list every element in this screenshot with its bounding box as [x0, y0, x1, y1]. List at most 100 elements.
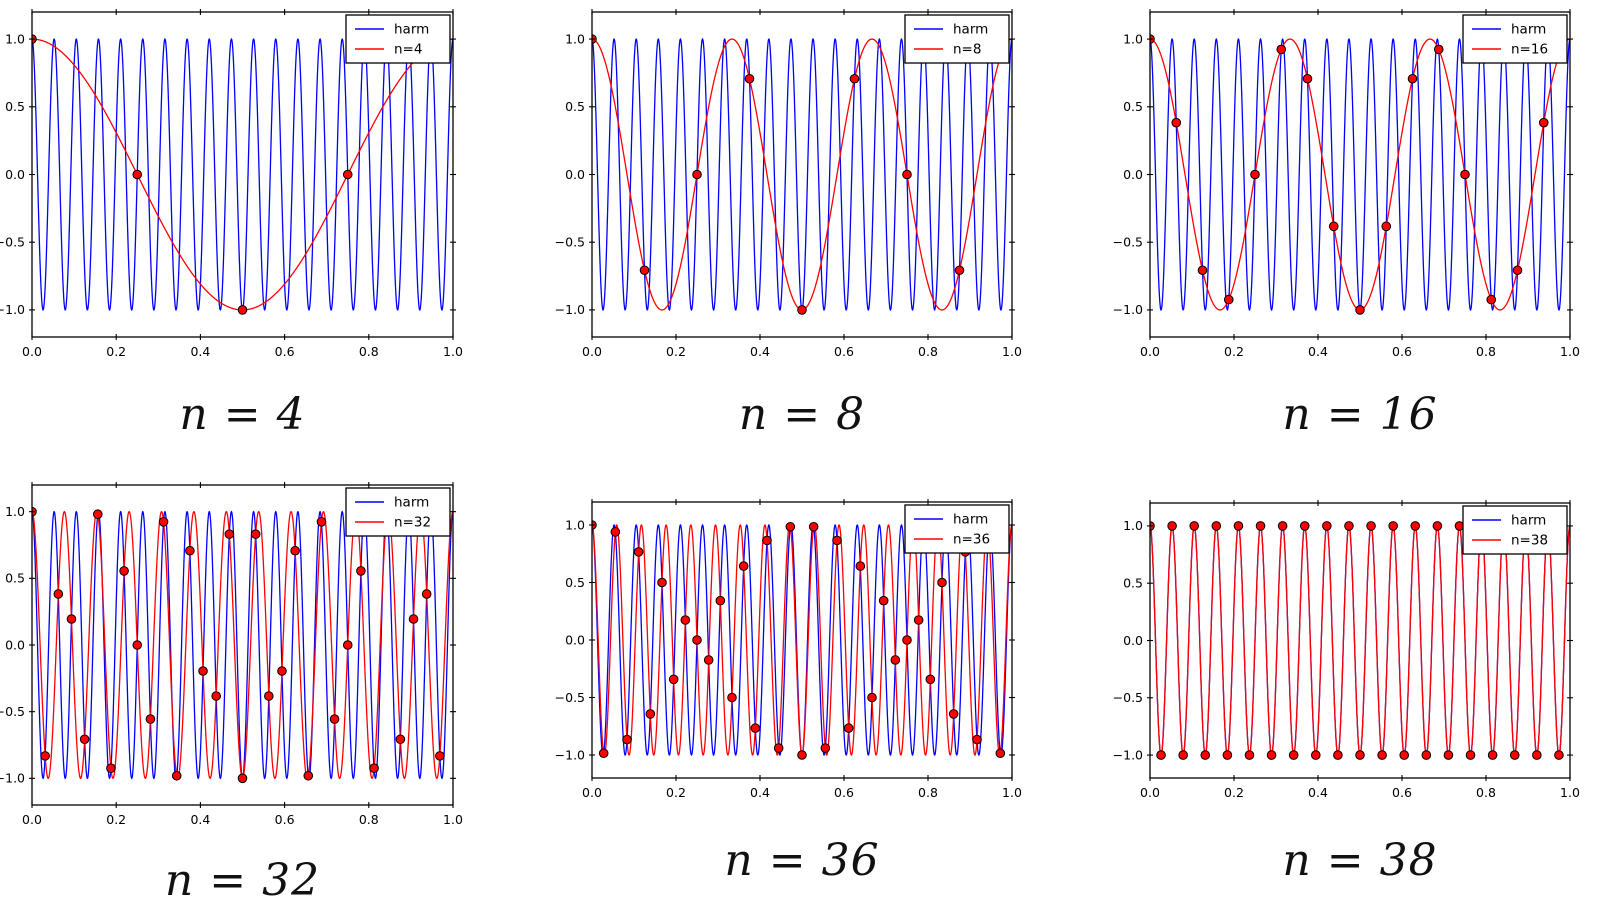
sample-dot: [1487, 750, 1498, 760]
sample-dot: [40, 751, 50, 761]
sample-dot: [1328, 221, 1339, 232]
sample-dot: [119, 566, 129, 576]
tick-labels: 0.0 0.2 0.4 0.6 0.8 1.0 1.0 0.5 0.0 −0.5 −1.0: [555, 31, 1022, 359]
subplot-caption-n36: n = 36: [724, 835, 880, 886]
sample-dot: [1310, 750, 1321, 760]
legend: harm n=38: [1462, 505, 1568, 555]
sample-dot: [762, 535, 772, 546]
x-tick-label: 0.8: [1476, 344, 1496, 359]
sample-dot: [421, 589, 432, 599]
sample-dot: [808, 521, 819, 532]
sample-dot: [106, 763, 116, 773]
plot-area: [1150, 521, 1570, 760]
sample-dot: [680, 615, 691, 625]
sample-dot: [1433, 44, 1444, 55]
sample-dot: [995, 748, 1006, 759]
x-tick-label: 0.4: [750, 785, 770, 800]
sample-dot: [1421, 750, 1432, 760]
tick-marks: [1147, 9, 1573, 340]
y-tick-label: 1.0: [565, 517, 585, 532]
subplot-n38: 0.0 0.2 0.4 0.6 0.8 1.0 1.0 0.5 0.0 −0.5 −1.0 harm n…: [1098, 493, 1584, 812]
sample-dot: [1532, 750, 1542, 760]
y-tick-label: 0.5: [565, 575, 585, 590]
x-tick-label: 1.0: [1002, 344, 1022, 359]
subplot-n4: 0.0 0.2 0.4 0.6 0.8 1.0 1.0 0.5 0.0 −0.5 −1.0 harm n…: [0, 2, 467, 371]
sample-dot: [1211, 521, 1222, 531]
y-tick-label: 0.0: [565, 632, 585, 647]
x-tick-label: 0.4: [190, 344, 210, 359]
sample-dot: [1200, 750, 1211, 760]
sample-dot: [1512, 265, 1523, 276]
tick-marks: [589, 499, 1015, 781]
x-tick-label: 0.2: [106, 812, 126, 827]
sample-dot: [832, 535, 842, 546]
legend-box: [345, 14, 451, 64]
sample-dot: [902, 169, 912, 180]
legend-label: n=8: [953, 42, 981, 58]
y-tick-label: 0.0: [1123, 633, 1143, 648]
sample-dot: [1250, 169, 1260, 180]
tick-marks: [589, 9, 1015, 340]
sample-dot: [342, 640, 353, 650]
legend-box: [1462, 14, 1568, 64]
sample-dot: [1276, 44, 1287, 55]
y-tick-label: −1.0: [1113, 747, 1143, 762]
y-tick-label: 0.5: [1123, 576, 1143, 591]
sample-dot: [773, 743, 784, 753]
tick-marks: [1147, 500, 1573, 781]
sample-dot: [645, 709, 656, 719]
sample-dot: [925, 674, 936, 685]
y-tick-label: −0.5: [0, 704, 25, 719]
sample-dot: [224, 529, 235, 539]
y-tick-label: 0.0: [5, 167, 25, 182]
x-tick-label: 0.0: [22, 344, 42, 359]
x-tick-label: 0.6: [275, 812, 295, 827]
sample-dot: [53, 589, 64, 599]
sample-dot: [1509, 750, 1520, 760]
legend-label: harm: [953, 512, 988, 528]
x-tick-label: 0.2: [666, 785, 686, 800]
sample-dot: [715, 595, 726, 606]
sample-dot: [1189, 521, 1200, 531]
sample-dot: [1344, 521, 1354, 531]
sample-dot: [1377, 750, 1387, 760]
y-tick-label: −0.5: [555, 235, 585, 250]
x-tick-label: 0.6: [834, 785, 854, 800]
legend-label: harm: [1511, 513, 1546, 529]
x-tick-label: 0.8: [918, 785, 938, 800]
sample-dot: [954, 265, 965, 276]
legend-label: harm: [394, 495, 429, 511]
y-tick-label: 0.5: [1123, 99, 1143, 114]
sample-dot: [1302, 73, 1313, 84]
y-tick-label: −1.0: [1113, 302, 1143, 317]
legend-box: [1462, 505, 1568, 555]
sample-dot: [867, 692, 877, 703]
tick-labels: 0.0 0.2 0.4 0.6 0.8 1.0 1.0 0.5 0.0 −0.5 −1.0: [1113, 31, 1580, 359]
sample-dot: [237, 773, 248, 784]
x-tick-label: 0.6: [1392, 785, 1412, 800]
alias-curve: [1150, 524, 1570, 757]
subplot-n16: 0.0 0.2 0.4 0.6 0.8 1.0 1.0 0.5 0.0 −0.5 −1.0 harm n…: [1098, 2, 1584, 371]
plot-area: [592, 34, 1012, 315]
legend-label: n=4: [394, 42, 422, 58]
y-tick-label: −1.0: [0, 302, 25, 317]
y-tick-label: 0.0: [1123, 167, 1143, 182]
sample-dot: [610, 527, 621, 537]
sample-dot: [1333, 750, 1343, 760]
x-tick-label: 0.8: [359, 812, 379, 827]
sample-dot: [639, 265, 650, 276]
y-tick-label: 1.0: [565, 31, 585, 46]
x-tick-label: 0.2: [1224, 344, 1244, 359]
subplot-caption-n32: n = 32: [164, 855, 321, 906]
sample-dot: [264, 691, 274, 701]
sample-dot: [878, 595, 889, 606]
sample-dot: [948, 709, 959, 719]
sample-dot: [668, 674, 679, 685]
x-tick-label: 0.4: [1308, 344, 1328, 359]
sample-dot: [1223, 294, 1234, 305]
sample-dot: [913, 615, 924, 625]
legend-label: harm: [1511, 22, 1546, 38]
plot-area: [32, 506, 453, 784]
legend-box: [904, 504, 1010, 554]
sample-dot: [843, 723, 854, 733]
